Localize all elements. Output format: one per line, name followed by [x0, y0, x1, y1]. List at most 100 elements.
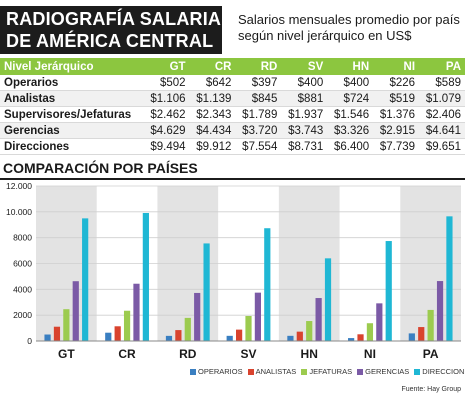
bar: [133, 283, 140, 341]
bar: [203, 243, 210, 341]
table-cell: $9.494: [143, 138, 190, 155]
table-header-cell: SV: [281, 58, 328, 75]
y-tick-label: 0: [27, 336, 32, 346]
x-category-label: PA: [423, 347, 439, 361]
salary-table: Nivel Jerárquico GT CR RD SV HN NI PA Op…: [0, 58, 465, 155]
bar: [324, 258, 332, 341]
section-divider: [0, 178, 465, 180]
table-cell: $400: [281, 75, 328, 91]
table-header-cell: PA: [419, 58, 465, 75]
title-line-1: RADIOGRAFÍA SALARIAL: [6, 9, 233, 29]
table-cell: $226: [373, 75, 420, 91]
table-header-cell: Nivel Jerárquico: [0, 58, 144, 75]
table-cell: $724: [327, 90, 374, 107]
table-row: Operarios $502 $642 $397 $400 $400 $226 …: [0, 75, 465, 91]
table-cell: $642: [189, 75, 236, 91]
bar: [376, 303, 383, 341]
table-row: Gerencias $4.629 $4.434 $3.720 $3.743 $3…: [0, 122, 465, 139]
bar: [72, 281, 79, 341]
bar: [348, 338, 355, 341]
x-category-label: RD: [179, 347, 197, 361]
x-category-label: NI: [364, 347, 376, 361]
table-cell: $6.400: [327, 138, 374, 155]
legend-label: ANALISTAS: [255, 367, 297, 376]
table-cell: $2.915: [373, 122, 420, 139]
table-cell: $1.106: [143, 90, 190, 107]
y-tick-label: 4000: [13, 284, 32, 294]
bar: [123, 310, 131, 341]
legend-swatch: [357, 368, 364, 375]
bar: [226, 335, 233, 341]
bar: [427, 309, 434, 341]
table-cell: $397: [235, 75, 282, 91]
bar: [296, 331, 303, 341]
bar: [366, 323, 374, 341]
table-cell: Gerencias: [0, 122, 144, 139]
table-cell: Direcciones: [0, 138, 144, 155]
legend-item: JEFATURAS: [301, 367, 352, 376]
x-category-label: CR: [118, 347, 136, 361]
legend-swatch: [247, 368, 254, 375]
table-cell: Supervisores/Jefaturas: [0, 106, 144, 123]
table-cell: $7.554: [235, 138, 282, 155]
table-cell: $9.912: [189, 138, 236, 155]
table-cell: $3.720: [235, 122, 282, 139]
bar-chart: 0 2000 4000 6000 8000 10.000 12.000 GT CR RD SV HN N…: [6, 181, 461, 361]
table-header-cell: NI: [373, 58, 420, 75]
table-cell: $519: [373, 90, 420, 107]
table-cell: $2.406: [419, 106, 465, 123]
table-cell: $1.376: [373, 106, 420, 123]
bar: [306, 321, 313, 341]
bar: [114, 326, 121, 341]
legend-label: DIRECCIONES: [422, 367, 465, 376]
bar: [436, 281, 444, 341]
table-row: Supervisores/Jefaturas $2.462 $2.343 $1.…: [0, 106, 465, 123]
table-cell: Operarios: [0, 75, 144, 91]
bar: [446, 216, 453, 341]
table-header-cell: GT: [143, 58, 190, 75]
legend-swatch: [190, 368, 196, 375]
table-cell: $3.743: [281, 122, 328, 139]
bar: [105, 332, 112, 341]
table-header-row: Nivel Jerárquico GT CR RD SV HN NI PA: [0, 58, 465, 75]
subtitle-line-1: Salarios mensuales promedio por país: [238, 12, 460, 27]
bar: [236, 329, 243, 341]
section-title: COMPARACIÓN POR PAÍSES: [3, 160, 198, 176]
table-cell: $1.937: [281, 106, 328, 123]
table-row: Direcciones $9.494 $9.912 $7.554 $8.731 …: [0, 138, 465, 155]
bar: [165, 335, 173, 341]
legend-swatch: [301, 368, 308, 375]
y-tick-label: 8000: [13, 233, 32, 243]
legend-label: OPERARIOS: [198, 367, 243, 376]
legend-item: GERENCIAS: [357, 367, 409, 376]
source-note: Fuente: Hay Group: [401, 386, 461, 393]
table-cell: $1.139: [189, 90, 236, 107]
header: RADIOGRAFÍA SALARIAL DE AMÉRICA CENTRAL …: [0, 0, 465, 56]
bar: [245, 315, 252, 341]
bar: [194, 292, 201, 341]
bar: [408, 333, 415, 341]
table-row: Analistas $1.106 $1.139 $845 $881 $724 $…: [0, 90, 465, 107]
table-cell: $2.343: [189, 106, 236, 123]
bar: [53, 326, 61, 341]
legend-label: GERENCIAS: [365, 367, 410, 376]
y-tick-label: 2000: [13, 310, 32, 320]
bar: [142, 212, 149, 341]
y-tick-label: 6000: [13, 259, 32, 269]
bar: [63, 309, 70, 341]
bar: [264, 228, 271, 341]
table-cell: $1.789: [235, 106, 282, 123]
bar: [287, 335, 294, 341]
subtitle: Salarios mensuales promedio por país seg…: [238, 12, 460, 44]
table-cell: $7.739: [373, 138, 420, 155]
bar: [184, 317, 191, 341]
table-cell: $1.079: [419, 90, 465, 107]
table-cell: $881: [281, 90, 328, 107]
table-cell: $1.546: [327, 106, 374, 123]
table-cell: $8.731: [281, 138, 328, 155]
table-cell: $4.434: [189, 122, 236, 139]
x-category-label: HN: [301, 347, 318, 361]
table-cell: $3.326: [327, 122, 374, 139]
subtitle-line-2: según nivel jerárquico en US$: [238, 28, 412, 43]
